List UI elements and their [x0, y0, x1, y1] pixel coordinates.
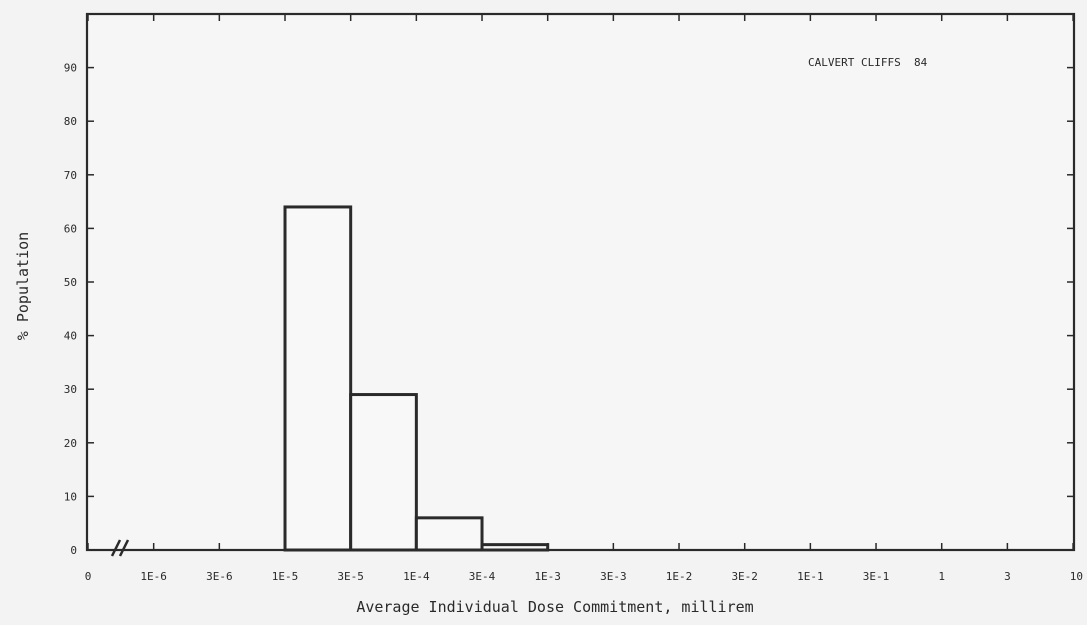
- x-tick-label: 3E-6: [206, 570, 233, 583]
- x-tick-label: 0: [85, 570, 92, 583]
- chart-title: CALVERT CLIFFS 84: [808, 56, 928, 69]
- x-tick-label: 1E-3: [534, 570, 561, 583]
- y-tick-label: 70: [64, 169, 77, 182]
- bars: [283, 205, 550, 552]
- x-tick-label: 3E-4: [469, 570, 496, 583]
- x-ticks: 0 1E-6 3E-6 1E-5 3E-5 1E-4 3E-4 1E-3 3E-3 1E-2 3E-…: [85, 14, 1083, 583]
- x-tick-label: 3: [1004, 570, 1011, 583]
- histogram-bar: [414, 516, 484, 552]
- y-tick-label: 10: [64, 490, 77, 503]
- histogram-bar: [283, 205, 353, 552]
- histogram-bar: [480, 543, 550, 552]
- y-tick-label: 30: [64, 383, 77, 396]
- x-tick-label: 1E-2: [666, 570, 693, 583]
- x-axis-label: Average Individual Dose Commitment, mill…: [356, 598, 753, 616]
- x-tick-label: 1E-5: [272, 570, 299, 583]
- y-tick-label: 20: [64, 437, 77, 450]
- x-tick-label: 1E-1: [797, 570, 824, 583]
- y-tick-label: 40: [64, 330, 77, 343]
- y-tick-label: 90: [64, 62, 77, 75]
- y-tick-label: 50: [64, 276, 77, 289]
- x-tick-label: 1E-6: [140, 570, 167, 583]
- plot-frame: [85, 12, 1076, 552]
- x-tick-label: 1E-4: [403, 570, 430, 583]
- x-tick-label: 1: [938, 570, 945, 583]
- x-tick-label: 3E-2: [731, 570, 758, 583]
- y-ticks: 0 10 20 30 40 50 60 70 80 90: [64, 62, 1074, 557]
- x-tick-label: 3E-3: [600, 570, 627, 583]
- y-tick-label: 0: [70, 544, 77, 557]
- histogram-bar: [349, 393, 418, 552]
- y-axis-label: % Population: [14, 232, 32, 340]
- y-tick-label: 80: [64, 115, 77, 128]
- x-tick-label: 3E-1: [863, 570, 890, 583]
- x-tick-label: 10: [1070, 570, 1083, 583]
- x-tick-label: 3E-5: [337, 570, 364, 583]
- axis-break-mark: [110, 539, 130, 557]
- y-tick-label: 60: [64, 222, 77, 235]
